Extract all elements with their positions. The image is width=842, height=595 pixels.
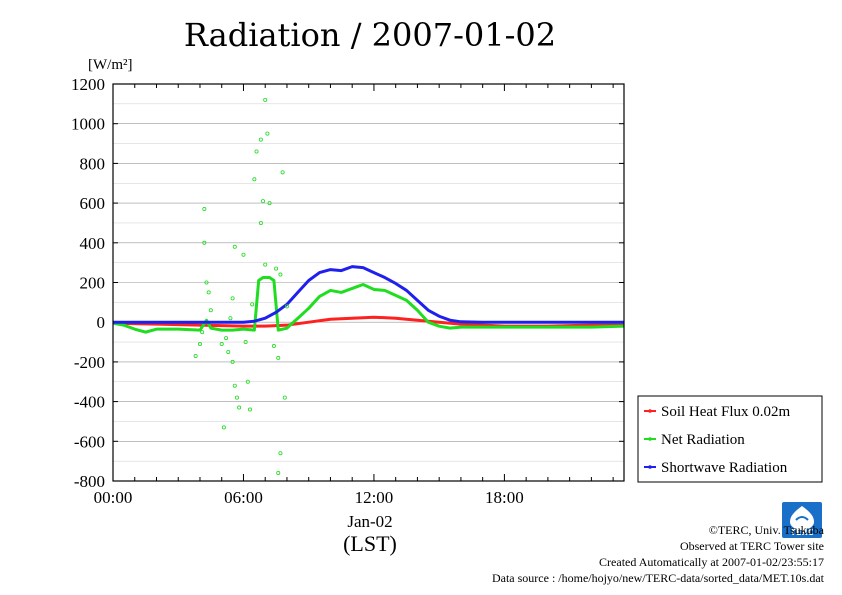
scatter-point xyxy=(206,290,211,295)
scatter-point xyxy=(237,405,242,410)
x-tick-label: 06:00 xyxy=(224,488,263,507)
scatter-point xyxy=(241,252,246,257)
scatter-point xyxy=(219,342,224,347)
y-tick-label: -200 xyxy=(74,353,105,372)
scatter-point xyxy=(258,220,263,225)
y-tick-label: 600 xyxy=(80,194,106,213)
scatter-point xyxy=(204,280,209,285)
scatter-point xyxy=(278,272,283,277)
legend-label: Soil Heat Flux 0.02m xyxy=(661,404,791,420)
scatter-point xyxy=(280,170,285,175)
scatter-point xyxy=(234,395,239,400)
scatter-point xyxy=(208,308,213,313)
scatter-point xyxy=(197,342,202,347)
y-tick-label: 1200 xyxy=(71,75,105,94)
scatter-point xyxy=(276,471,281,476)
scatter-point xyxy=(230,359,235,364)
plot-frame xyxy=(112,83,625,482)
observed-text: Observed at TERC Tower site xyxy=(679,539,824,553)
scatter-point xyxy=(263,97,268,102)
scatter-point xyxy=(258,137,263,142)
x-tick-label: 12:00 xyxy=(355,488,394,507)
series-line xyxy=(112,276,625,334)
created-text: Created Automatically at 2007-01-02/23:5… xyxy=(599,555,824,569)
scatter-point xyxy=(202,240,207,245)
scatter-point xyxy=(200,330,205,335)
y-axis-label: [W/m²] xyxy=(88,57,132,73)
scatter-point xyxy=(274,266,279,271)
credits-block: ©TERC, Univ. Tsukuba Observed at TERC To… xyxy=(492,522,824,586)
scatter-point xyxy=(230,296,235,301)
scatter-point xyxy=(284,304,289,309)
y-tick-label: -800 xyxy=(74,472,105,491)
scatter-point xyxy=(250,302,255,307)
series-line xyxy=(113,265,624,324)
scatter-point xyxy=(228,316,233,321)
legend-label: Net Radiation xyxy=(661,432,745,448)
scatter-point xyxy=(245,379,250,384)
scatter-point xyxy=(232,244,237,249)
scatter-point xyxy=(221,425,226,430)
axis-ticks: 1200 1000 800 600 400 200 0 -200 -400 -600 -80000:… xyxy=(71,75,624,507)
scatter-point xyxy=(226,349,231,354)
scatter-point xyxy=(252,177,257,182)
x-axis-label: (LST) xyxy=(343,531,397,556)
logo-text: TERC xyxy=(791,528,814,537)
source-text: Data source : /home/hojyo/new/TERC-data/… xyxy=(491,571,824,585)
scatter-point xyxy=(267,201,272,206)
scatter-point xyxy=(276,355,281,360)
x-tick-label: 18:00 xyxy=(485,488,524,507)
grid xyxy=(113,83,624,482)
legend-marker xyxy=(648,465,652,469)
x-axis-date-label: Jan-02 xyxy=(347,512,392,531)
scatter-point xyxy=(243,340,248,345)
legend-marker xyxy=(648,409,652,413)
scatter-point xyxy=(247,407,252,412)
legend: Soil Heat Flux 0.02m Net Radiation Shortwa… xyxy=(637,395,823,483)
y-tick-label: -400 xyxy=(74,393,105,412)
legend-box xyxy=(637,395,823,483)
x-tick-label: 00:00 xyxy=(94,488,133,507)
scatter-point xyxy=(271,344,276,349)
scatter-point xyxy=(261,199,266,204)
scatter-point xyxy=(224,336,229,341)
terc-logo: TERC xyxy=(782,502,822,538)
scatter-point xyxy=(254,149,259,154)
y-tick-label: 200 xyxy=(80,274,106,293)
scatter-point xyxy=(278,451,283,456)
plot-series xyxy=(112,265,625,334)
scatter-point xyxy=(193,353,198,358)
y-tick-label: -600 xyxy=(74,432,105,451)
y-tick-label: 1000 xyxy=(71,115,105,134)
y-tick-label: 800 xyxy=(80,154,106,173)
y-tick-label: 0 xyxy=(97,313,106,332)
scatter-points xyxy=(193,97,289,476)
copyright-text: ©TERC, Univ. Tsukuba xyxy=(708,523,824,537)
scatter-point xyxy=(202,207,207,212)
scatter-point xyxy=(282,395,287,400)
scatter-point xyxy=(263,262,268,267)
y-tick-label: 400 xyxy=(80,234,106,253)
scatter-point xyxy=(232,383,237,388)
scatter-point xyxy=(265,131,270,136)
chart-title: Radiation / 2007-01-02 xyxy=(184,16,556,54)
legend-label: Shortwave Radiation xyxy=(661,460,788,476)
legend-marker xyxy=(648,437,652,441)
